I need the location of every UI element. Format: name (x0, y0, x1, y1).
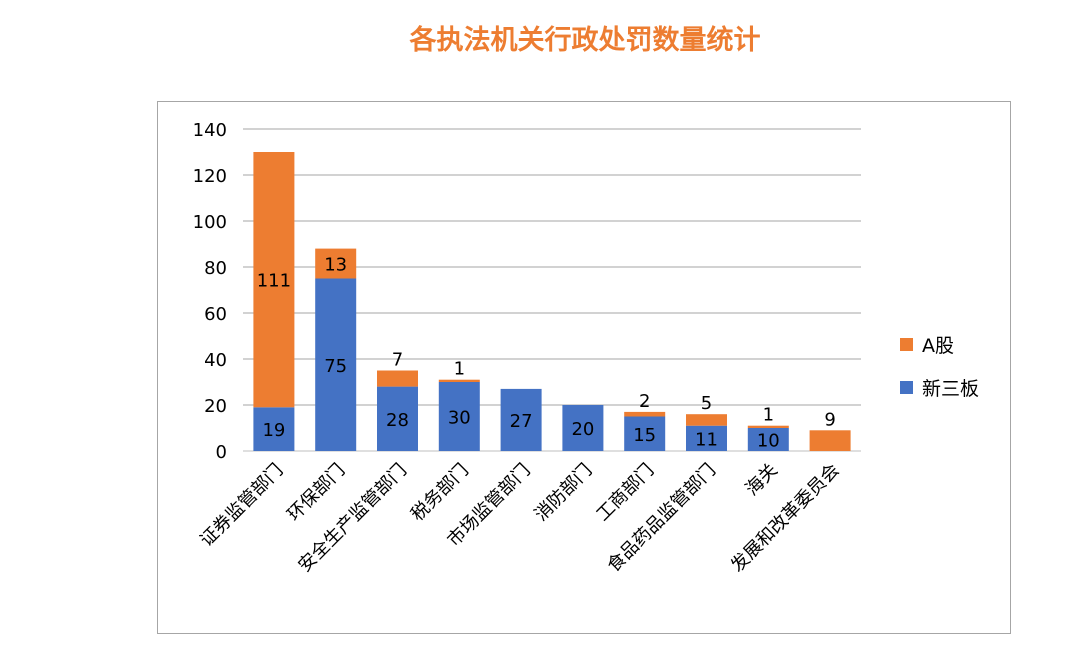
data-label-xinsanban: 20 (571, 419, 594, 440)
legend-label: 新三板 (922, 378, 979, 400)
y-tick-label: 100 (193, 212, 227, 233)
data-label-xinsanban: 75 (324, 356, 347, 377)
bar-segment-xinsanban (315, 278, 357, 451)
data-label-agu: 13 (324, 255, 347, 276)
bars (253, 152, 851, 451)
x-tick-label: 证券监管部门 (196, 460, 287, 551)
y-tick-label: 40 (204, 350, 227, 371)
data-label-xinsanban: 19 (262, 420, 285, 441)
x-tick-label: 海关 (742, 460, 782, 500)
data-label-agu: 2 (639, 391, 650, 412)
data-label-xinsanban: 30 (448, 408, 471, 429)
bar-segment-xinsanban (253, 407, 295, 451)
data-label-agu: 1 (454, 359, 465, 380)
bar-segment-agu (809, 430, 851, 451)
bar-segment-agu (624, 411, 666, 417)
y-tick-label: 120 (193, 166, 227, 187)
data-label-agu: 7 (392, 350, 403, 371)
data-label-agu: 5 (701, 393, 712, 414)
y-tick-label: 140 (193, 120, 227, 141)
data-label-xinsanban: 28 (386, 410, 409, 431)
data-label-xinsanban: 27 (510, 411, 533, 432)
bar-segment-agu (377, 370, 418, 387)
x-tick-label: 发展和改革委员会 (727, 460, 844, 577)
x-tick-label: 消防部门 (531, 460, 597, 526)
y-tick-label: 20 (204, 396, 227, 417)
legend-swatch (900, 338, 913, 351)
chart-frame: 19 111 75 13 28 7 30 1 27 20 15 2 11 5 10 1 9 0 20 40 60 80 1… (157, 101, 1011, 634)
bar-segment-xinsanban (686, 425, 727, 451)
x-tick-label: 食品药品监管部门 (603, 460, 720, 577)
bar-segment-xinsanban (377, 386, 418, 451)
bar-segment-xinsanban (747, 428, 789, 451)
data-label-agu: 1 (763, 405, 774, 426)
x-tick-label: 安全生产监管部门 (294, 460, 411, 577)
legend-swatch (900, 381, 913, 394)
y-tick-label: 0 (216, 442, 227, 463)
data-label-xinsanban: 11 (695, 429, 718, 450)
data-label-xinsanban: 15 (633, 425, 656, 446)
y-tick-label: 80 (204, 258, 227, 279)
bar-segment-agu (315, 248, 357, 279)
bar-segment-xinsanban (500, 388, 542, 451)
bar-segment-agu (686, 414, 727, 426)
y-tick-label: 60 (204, 304, 227, 325)
legend-label: A股 (922, 335, 954, 357)
bar-segment-agu (253, 152, 295, 408)
bar-segment-xinsanban (562, 405, 604, 451)
bar-segment-agu (438, 379, 480, 382)
data-label-xinsanban: 10 (757, 431, 780, 452)
bar-segment-agu (747, 425, 789, 428)
bar-segment-xinsanban (624, 416, 666, 451)
data-label-agu: 9 (824, 409, 835, 430)
data-label-agu: 111 (257, 271, 291, 292)
page-title: 各执法机关行政处罚数量统计 (409, 25, 761, 56)
bar-segment-xinsanban (438, 382, 480, 451)
